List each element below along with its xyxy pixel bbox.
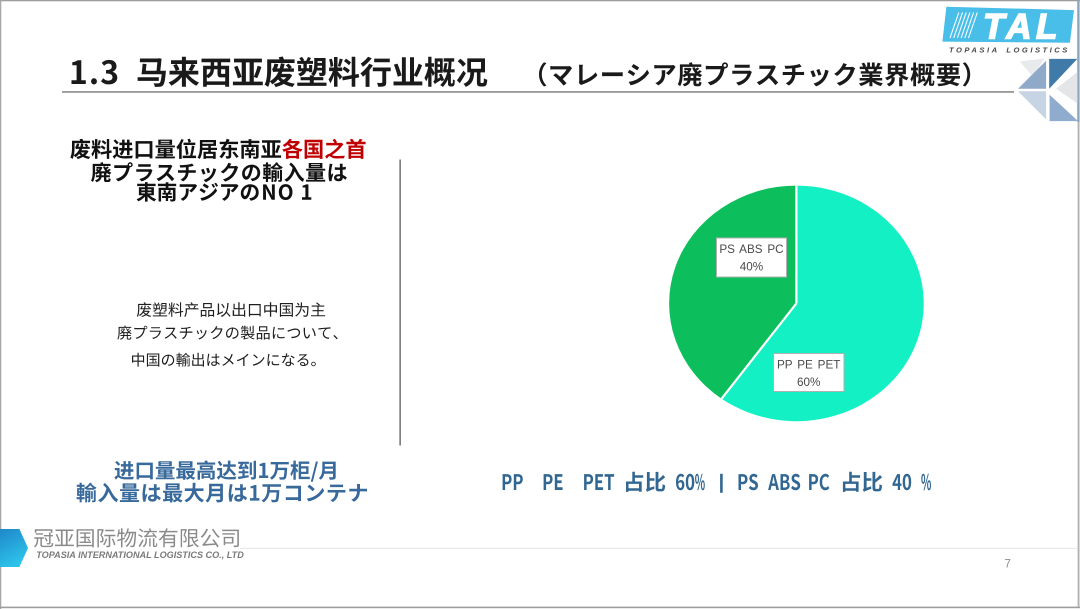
svg-text:7: 7: [1005, 559, 1011, 571]
svg-text:PS ABS PC: PS ABS PC: [719, 243, 783, 256]
svg-text:PP PE PET: PP PE PET: [777, 359, 840, 372]
svg-text:40%: 40%: [740, 261, 763, 274]
svg-text:TOPASIA LOGISTICS: TOPASIA LOGISTICS: [949, 46, 1070, 55]
svg-text:TAL: TAL: [983, 8, 1062, 47]
svg-text:60%: 60%: [797, 376, 820, 389]
svg-text:TOPASIA INTERNATIONAL LOGISTIC: TOPASIA INTERNATIONAL LOGISTICS CO., LTD: [36, 550, 244, 560]
